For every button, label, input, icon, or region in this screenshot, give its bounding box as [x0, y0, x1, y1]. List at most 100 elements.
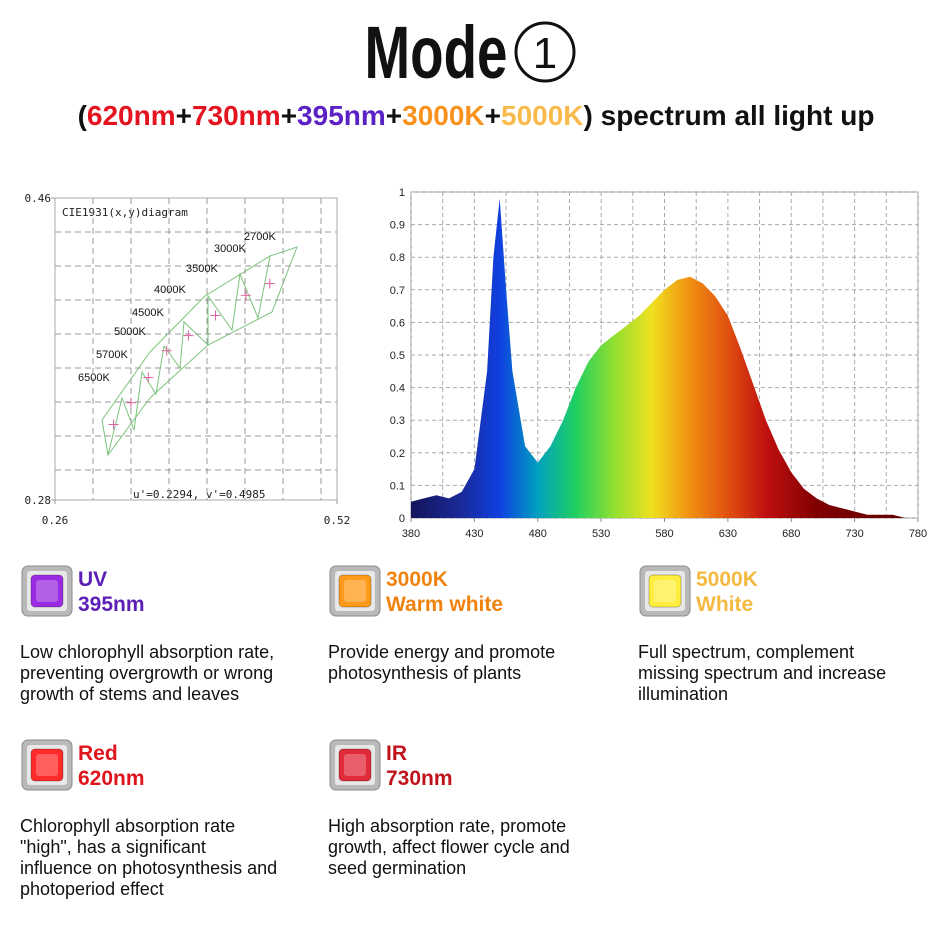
subtitle-part: 620nm [87, 100, 176, 131]
cct-label: 6500K [78, 372, 110, 384]
subtitle-part: 5000K [501, 100, 584, 131]
cie-isotherms [107, 255, 271, 456]
chip-shine [344, 754, 366, 776]
feature-description: growth, affect flower cycle and [328, 837, 570, 857]
cie-x-tick-label: 0.26 [42, 514, 69, 527]
y-tick-label: 0.8 [390, 252, 405, 264]
feature-name: Red [78, 742, 118, 765]
header: Mode 1 (620nm+730nm+395nm+3000K+5000K) s… [78, 11, 875, 131]
title: Mode [365, 11, 508, 94]
y-tick-label: 0.9 [390, 220, 405, 232]
y-tick-label: 0.6 [390, 317, 405, 329]
feature-description: growth of stems and leaves [20, 684, 239, 704]
cie-point [143, 372, 154, 383]
cie-point [240, 290, 251, 301]
y-tick-label: 1 [399, 187, 405, 199]
feature-name: 5000K [696, 568, 758, 591]
y-tick-label: 0.1 [390, 480, 405, 492]
feature-description: Low chlorophyll absorption rate, [20, 642, 274, 662]
cie-region [101, 246, 298, 457]
feature-description: High absorption rate, promote [328, 816, 566, 836]
feature-detail: 395nm [78, 593, 145, 616]
subtitle-part: 3000K [402, 100, 485, 131]
feature-name: UV [78, 568, 107, 591]
cie-point [210, 310, 221, 321]
cie-y-tick-label: 0.46 [25, 192, 52, 205]
cie-point [161, 345, 172, 356]
subtitle-part: ) spectrum all light up [584, 100, 875, 131]
x-tick-label: 680 [782, 528, 800, 540]
subtitle-part: + [386, 100, 402, 131]
feature-detail: 730nm [386, 767, 453, 790]
subtitle-part: ( [78, 100, 88, 131]
cie-title: CIE1931(x,y)diagram [62, 206, 188, 219]
subtitle-part: + [485, 100, 501, 131]
cct-label: 5700K [96, 349, 128, 361]
subtitle: (620nm+730nm+395nm+3000K+5000K) spectrum… [78, 100, 875, 131]
feature-description: illumination [638, 684, 728, 704]
subtitle-part: + [281, 100, 297, 131]
title-circle [514, 21, 576, 83]
y-tick-label: 0.2 [390, 448, 405, 460]
chip-shine [654, 580, 676, 602]
cie-y-tick-label: 0.28 [25, 494, 52, 507]
cie-x-tick-label: 0.52 [324, 514, 351, 527]
x-tick-label: 380 [402, 528, 420, 540]
chip-led [338, 748, 372, 782]
feature-description: photoperiod effect [20, 879, 164, 899]
cct-label: 4000K [154, 284, 186, 296]
title-number: 1 [533, 29, 557, 78]
x-tick-label: 480 [529, 528, 547, 540]
cct-label: 4500K [132, 307, 164, 319]
chip-shine [36, 754, 58, 776]
chip-led [30, 748, 64, 782]
cct-label: 2700K [244, 231, 276, 243]
feature-detail: 620nm [78, 767, 145, 790]
cie-annotation: u'=0.2294, v'=0.4985 [133, 488, 265, 501]
feature-description: influence on photosynthesis and [20, 858, 277, 878]
cie-point [264, 278, 275, 289]
y-tick-label: 0.3 [390, 415, 405, 427]
subtitle-part: 730nm [192, 100, 281, 131]
cie-chart: CIE1931(x,y)diagram u'=0.2294, v'=0.4985… [25, 192, 351, 527]
feature-description: photosynthesis of plants [328, 663, 521, 683]
spectrum-chart: 0 0.1 0.2 0.3 0.4 0.5 0.6 0.7 0.8 0.9 1 380 430 480 53… [390, 187, 927, 540]
cct-label: 5000K [114, 326, 146, 338]
y-tick-label: 0.4 [390, 383, 405, 395]
subtitle-part: + [176, 100, 192, 131]
feature-name: 3000K [386, 568, 448, 591]
chip-shine [36, 580, 58, 602]
cie-point [108, 419, 119, 430]
feature-detail: Warm white [386, 593, 503, 616]
chip-led [338, 574, 372, 608]
y-tick-label: 0.7 [390, 285, 405, 297]
subtitle-part: 395nm [297, 100, 386, 131]
x-tick-label: 780 [909, 528, 927, 540]
cie-point [183, 330, 194, 341]
x-tick-label: 530 [592, 528, 610, 540]
feature-description: preventing overgrowth or wrong [20, 663, 273, 683]
cie-point [125, 397, 136, 408]
cct-label: 3500K [186, 263, 218, 275]
feature-detail: White [696, 593, 753, 616]
chip-shine [344, 580, 366, 602]
feature-description: "high", has a significant [20, 837, 206, 857]
feature-description: Chlorophyll absorption rate [20, 816, 235, 836]
feature-description: Provide energy and promote [328, 642, 555, 662]
x-tick-label: 730 [845, 528, 863, 540]
cct-label: 3000K [214, 243, 246, 255]
cie-frame [54, 197, 338, 501]
y-tick-label: 0.5 [390, 350, 405, 362]
feature-description: Full spectrum, complement [638, 642, 854, 662]
feature-name: IR [386, 742, 407, 765]
y-tick-label: 0 [399, 513, 405, 525]
chip-led [648, 574, 682, 608]
feature-description: seed germination [328, 858, 466, 878]
feature-description: missing spectrum and increase [638, 663, 886, 683]
